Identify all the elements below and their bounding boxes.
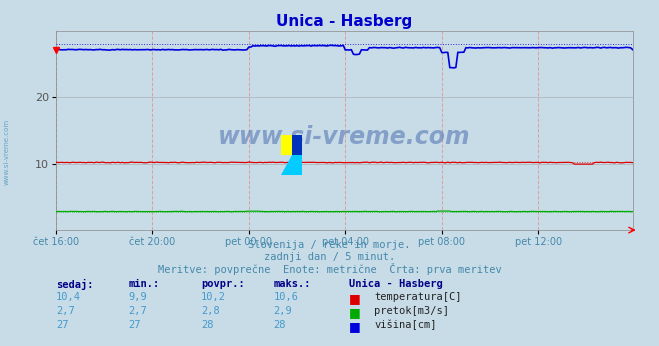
Text: 10,6: 10,6 (273, 292, 299, 302)
Text: Meritve: povprečne  Enote: metrične  Črta: prva meritev: Meritve: povprečne Enote: metrične Črta:… (158, 263, 501, 275)
Text: 28: 28 (273, 320, 286, 330)
Text: 9,9: 9,9 (129, 292, 147, 302)
Bar (281, 135, 292, 155)
Text: zadnji dan / 5 minut.: zadnji dan / 5 minut. (264, 252, 395, 262)
Text: maks.:: maks.: (273, 279, 311, 289)
Text: sedaj:: sedaj: (56, 279, 94, 290)
Text: 2,8: 2,8 (201, 306, 219, 316)
Bar (292, 155, 302, 175)
Text: Unica - Hasberg: Unica - Hasberg (349, 279, 443, 289)
Text: 2,9: 2,9 (273, 306, 292, 316)
Polygon shape (281, 155, 292, 175)
Text: ■: ■ (349, 320, 361, 333)
Text: 27: 27 (56, 320, 69, 330)
Text: www.si-vreme.com: www.si-vreme.com (3, 119, 10, 185)
Text: ■: ■ (349, 306, 361, 319)
Text: 28: 28 (201, 320, 214, 330)
Bar (292, 135, 302, 155)
Title: Unica - Hasberg: Unica - Hasberg (276, 13, 413, 29)
Text: 10,4: 10,4 (56, 292, 81, 302)
Text: 27: 27 (129, 320, 141, 330)
Text: 2,7: 2,7 (56, 306, 74, 316)
Text: višina[cm]: višina[cm] (374, 320, 437, 330)
Text: povpr.:: povpr.: (201, 279, 244, 289)
Text: Slovenija / reke in morje.: Slovenija / reke in morje. (248, 240, 411, 251)
Text: temperatura[C]: temperatura[C] (374, 292, 462, 302)
Text: 10,2: 10,2 (201, 292, 226, 302)
Text: pretok[m3/s]: pretok[m3/s] (374, 306, 449, 316)
Text: www.si-vreme.com: www.si-vreme.com (218, 125, 471, 148)
Text: 2,7: 2,7 (129, 306, 147, 316)
Text: ■: ■ (349, 292, 361, 306)
Text: min.:: min.: (129, 279, 159, 289)
